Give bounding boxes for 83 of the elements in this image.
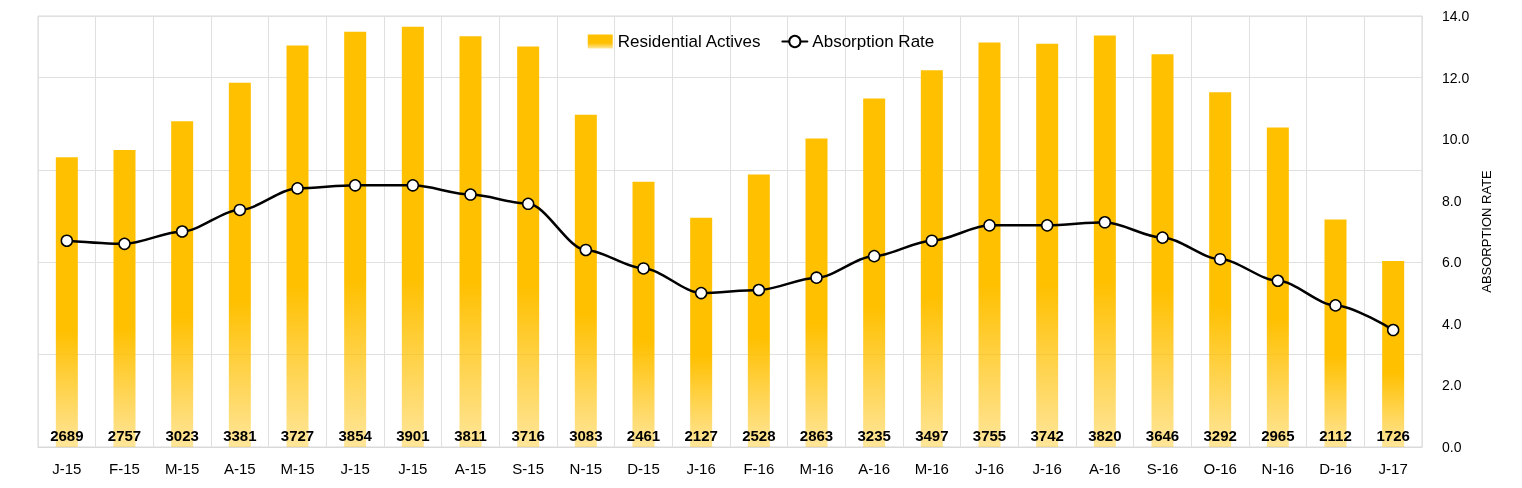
point [1098, 216, 1112, 229]
data-label: 3716 [511, 427, 545, 444]
x-tick-label: J-15 [52, 460, 82, 477]
data-label: 3083 [569, 427, 603, 444]
data-label: 2112 [1319, 427, 1352, 444]
data-label: 1726 [1376, 427, 1410, 444]
data-label: 2461 [626, 427, 661, 444]
x-tick-label: D-16 [1319, 460, 1352, 477]
x-tick-label: J-16 [974, 460, 1005, 477]
y2-tick-label: 2.0 [1442, 377, 1462, 394]
x-tick-label: J-17 [1378, 460, 1408, 477]
point [348, 179, 362, 192]
point [406, 179, 420, 192]
data-label: 3742 [1030, 427, 1064, 444]
x-tick-label: J-15 [340, 460, 370, 477]
x-tick-label: F-16 [743, 460, 775, 477]
data-label: 3646 [1145, 427, 1180, 444]
x-tick-label: S-15 [512, 460, 545, 477]
point [60, 234, 74, 247]
data-label: 3235 [857, 427, 891, 444]
point [752, 283, 766, 297]
data-label: 3497 [915, 427, 949, 444]
data-label: 3292 [1203, 427, 1237, 444]
point [233, 203, 247, 217]
y2-tick-label: 4.0 [1442, 315, 1462, 332]
x-tick-label: M-15 [165, 460, 200, 477]
point [1040, 219, 1054, 232]
data-label: 2689 [50, 427, 84, 444]
point [1213, 252, 1227, 266]
data-label: 2863 [799, 427, 834, 444]
y2-tick-label: 8.0 [1442, 192, 1462, 209]
data-label: 3755 [972, 427, 1007, 444]
y2-tick-label: 14.0 [1442, 8, 1470, 24]
y2-tick-label: 6.0 [1442, 254, 1462, 271]
x-tick-label: N-16 [1261, 460, 1295, 477]
x-tick-label: A-16 [858, 460, 891, 477]
x-tick-label: O-16 [1203, 460, 1237, 477]
y2-tick-label: 12.0 [1442, 69, 1470, 86]
y2-tick-label: 10.0 [1442, 131, 1470, 148]
x-tick-label: J-16 [1032, 460, 1062, 477]
data-label: 3901 [396, 427, 430, 444]
point [1386, 323, 1400, 337]
point [1271, 274, 1285, 287]
y2-axis-title: ABSORPTION RATE [1479, 169, 1495, 293]
x-tick-label: D-15 [627, 460, 660, 477]
point [464, 188, 477, 201]
point [810, 271, 823, 284]
point [579, 243, 593, 257]
point [1156, 231, 1169, 244]
x-tick-label: F-15 [109, 460, 140, 477]
x-tick-label: A-15 [454, 460, 487, 477]
x-tick-label: S-16 [1146, 460, 1179, 477]
legend-label: Residential Actives [617, 32, 761, 51]
data-label: 3023 [165, 427, 199, 444]
data-label: 3727 [280, 427, 315, 444]
data-label: 3381 [223, 427, 257, 444]
point [983, 219, 996, 232]
x-tick-label: M-16 [799, 460, 834, 477]
legend-label: Absorption Rate [812, 32, 935, 51]
data-label: 2965 [1261, 427, 1295, 444]
data-label: 3811 [454, 427, 487, 444]
data-label: 3820 [1088, 427, 1122, 444]
point [118, 237, 131, 251]
x-tick-label: M-15 [280, 460, 315, 477]
point [925, 234, 939, 247]
point [291, 182, 304, 195]
point [867, 249, 881, 263]
point [637, 262, 650, 275]
y2-tick-label: 0.0 [1442, 439, 1462, 455]
data-label: 2127 [684, 427, 718, 444]
point [175, 225, 189, 238]
data-label: 2757 [107, 427, 142, 444]
x-tick-label: A-16 [1088, 460, 1121, 477]
point [694, 286, 708, 300]
x-tick-label: N-15 [569, 460, 603, 477]
x-tick-label: J-16 [686, 460, 716, 477]
x-tick-label: A-15 [223, 460, 256, 477]
point [1329, 299, 1342, 312]
x-tick-label: M-16 [914, 460, 949, 477]
data-label: 2528 [742, 427, 776, 444]
x-tick-label: J-15 [398, 460, 428, 477]
data-label: 3854 [338, 427, 373, 444]
point [521, 197, 535, 211]
